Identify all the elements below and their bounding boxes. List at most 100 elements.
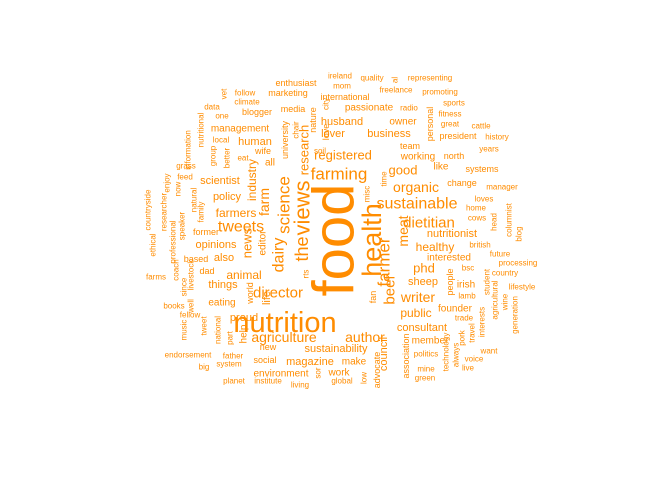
cloud-word-irish: irish <box>457 280 475 291</box>
cloud-word-countryside: countryside <box>144 189 153 230</box>
cloud-word-phd: phd <box>413 261 435 276</box>
cloud-word-passionate: passionate <box>345 103 394 114</box>
cloud-word-personal: personal <box>425 107 435 142</box>
cloud-word-also: also <box>214 252 234 264</box>
cloud-word-media: media <box>281 104 306 114</box>
cloud-word-representing: representing <box>408 74 452 83</box>
cloud-word-husband: husband <box>321 116 363 128</box>
cloud-word-future: future <box>490 250 511 259</box>
cloud-word-low: low <box>360 372 369 384</box>
cloud-word-generation: generation <box>511 296 520 334</box>
cloud-word-speaker: speaker <box>178 211 187 240</box>
cloud-word-dad: dad <box>199 266 214 276</box>
cloud-word-founder: founder <box>438 304 473 315</box>
cloud-word-management: management <box>211 124 270 135</box>
cloud-word-country: country <box>492 269 518 278</box>
cloud-word-president: president <box>439 131 477 141</box>
cloud-word-advocate: advocate <box>372 352 382 389</box>
cloud-word-director: director <box>253 285 303 302</box>
cloud-word-national: national <box>214 316 223 344</box>
cloud-word-books: books <box>163 302 184 311</box>
cloud-word-based: based <box>184 254 209 264</box>
cloud-word-news: news <box>240 227 255 258</box>
cloud-word-tweets: tweets <box>218 219 264 236</box>
cloud-word-tweet: tweet <box>200 316 209 336</box>
cloud-word-healthy: healthy <box>416 240 455 254</box>
cloud-word-livestock: livestock <box>187 259 196 291</box>
cloud-word-chair: chair <box>292 121 301 139</box>
cloud-word-member: member <box>412 336 449 347</box>
cloud-word-nutritionist: nutritionist <box>427 228 477 240</box>
cloud-word-all: all <box>265 158 275 169</box>
cloud-word-love: love <box>321 124 331 141</box>
cloud-word-processing: processing <box>499 259 538 268</box>
cloud-word-industry: industry <box>245 159 259 201</box>
cloud-word-climate: climate <box>234 98 260 107</box>
cloud-word-city: city <box>322 98 331 110</box>
cloud-word-manager: manager <box>486 183 518 192</box>
cloud-word-policy: policy <box>213 191 242 203</box>
cloud-word-things: things <box>208 279 238 291</box>
cloud-word-family: family <box>197 202 206 223</box>
cloud-word-al: al <box>391 77 400 83</box>
cloud-word-people: people <box>445 268 455 295</box>
cloud-word-blogger: blogger <box>242 107 272 117</box>
cloud-word-mom: mom <box>333 82 351 91</box>
cloud-word-history: history <box>485 133 509 142</box>
cloud-word-scientist: scientist <box>200 175 240 187</box>
cloud-word-natural: natural <box>190 188 199 213</box>
cloud-word-want: want <box>480 347 499 356</box>
cloud-word-time: time <box>380 171 389 187</box>
cloud-word-views: views <box>290 180 315 235</box>
cloud-word-follow: follow <box>235 89 256 98</box>
cloud-word-enthusiast: enthusiast <box>275 78 317 88</box>
cloud-word-great: great <box>441 120 460 129</box>
cloud-word-soil: soil <box>314 147 326 156</box>
cloud-word-owner: owner <box>389 117 417 128</box>
cloud-word-one: one <box>215 112 229 121</box>
cloud-word-council: council <box>378 337 390 371</box>
cloud-word-human: human <box>238 136 272 148</box>
cloud-word-life: life <box>261 291 273 305</box>
cloud-word-good: good <box>389 163 418 178</box>
cloud-word-wine: wine <box>501 293 510 311</box>
cloud-word-fellow: fellow <box>180 311 201 320</box>
cloud-word-eating: eating <box>208 298 235 309</box>
cloud-word-misc: misc <box>363 186 372 202</box>
cloud-word-farming: farming <box>311 165 368 184</box>
cloud-word-student: student <box>483 268 492 295</box>
cloud-word-loves: loves <box>475 195 494 204</box>
cloud-word-editor: editor <box>258 230 269 256</box>
cloud-word-agricultural: agricultural <box>491 280 500 319</box>
cloud-word-lamb: lamb <box>458 292 476 301</box>
cloud-word-marketing: marketing <box>268 88 308 98</box>
cloud-word-fitness: fitness <box>438 110 461 119</box>
cloud-word-feed: feed <box>177 173 193 182</box>
cloud-word-writer: writer <box>400 289 436 305</box>
cloud-word-interests: interests <box>478 307 487 337</box>
cloud-word-consultant: consultant <box>397 322 447 334</box>
cloud-word-sustainability: sustainability <box>305 343 368 355</box>
cloud-word-trade: trade <box>455 314 474 323</box>
cloud-word-like: like <box>433 162 448 173</box>
cloud-word-radio: radio <box>400 104 418 113</box>
cloud-word-big: big <box>199 363 210 372</box>
cloud-word-working: working <box>400 152 435 163</box>
cloud-word-farmers: farmers <box>216 206 257 220</box>
cloud-word-now: now <box>174 181 183 196</box>
cloud-word-farmer: farmer <box>375 237 394 286</box>
cloud-word-proud: proud <box>230 312 258 324</box>
cloud-word-sustainable: sustainable <box>377 196 458 213</box>
cloud-word-meat: meat <box>395 215 411 246</box>
cloud-word-food: food <box>302 184 367 297</box>
cloud-word-nutrition: nutrition <box>233 307 336 339</box>
cloud-word-international: international <box>320 92 369 102</box>
cloud-word-interested: interested <box>427 253 471 264</box>
cloud-word-north: north <box>444 151 465 161</box>
cloud-word-part: part <box>226 330 235 345</box>
cloud-word-team: team <box>400 141 420 151</box>
cloud-word-animal: animal <box>226 268 261 282</box>
cloud-word-researcher: researcher <box>160 193 169 232</box>
cloud-word-promoting: promoting <box>422 88 458 97</box>
cloud-word-dietitian: dietitian <box>403 215 455 232</box>
